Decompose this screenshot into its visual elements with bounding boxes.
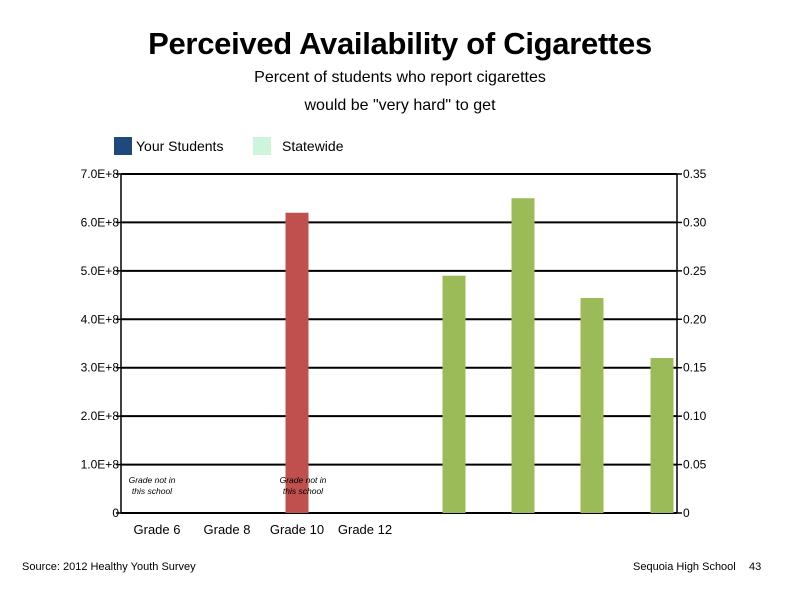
left-axis-tick-label: 4.0E+8 xyxy=(81,312,120,326)
legend-label-your-students: Your Students xyxy=(136,138,224,154)
legend-swatch-statewide xyxy=(253,137,271,155)
chart-subtitle-line-2: would be "very hard" to get xyxy=(304,97,496,114)
right-axis-tick-label: 0.25 xyxy=(683,264,707,278)
right-axis-tick-label: 0.05 xyxy=(683,458,707,472)
right-axis-tick-label: 0.10 xyxy=(683,409,707,423)
school-name: Sequoia High School xyxy=(633,561,736,573)
left-axis-tick-label: 5.0E+8 xyxy=(81,264,120,278)
legend-label-statewide: Statewide xyxy=(282,138,344,154)
x-axis-category-label: Grade 12 xyxy=(338,522,392,537)
bar-statewide xyxy=(511,198,535,513)
bar-statewide xyxy=(580,297,604,513)
grade-not-in-school-note: Grade not in xyxy=(129,475,176,485)
legend-swatch-your-students xyxy=(114,137,132,155)
left-axis-tick-label: 3.0E+8 xyxy=(81,361,120,375)
grade-not-in-school-note: this school xyxy=(132,486,173,496)
left-axis-tick-label: 1.0E+8 xyxy=(81,458,120,472)
x-axis-category-label: Grade 10 xyxy=(270,522,324,537)
bar-your-students xyxy=(285,212,309,513)
chart-subtitle-line-1: Percent of students who report cigarette… xyxy=(254,69,546,86)
right-axis-tick-label: 0.35 xyxy=(683,167,707,181)
left-axis-tick-label: 7.0E+8 xyxy=(81,167,120,181)
x-axis-category-label: Grade 6 xyxy=(134,522,181,537)
right-axis-tick-label: 0 xyxy=(683,506,690,520)
left-axis-tick-label: 6.0E+8 xyxy=(81,215,120,229)
page-number: 43 xyxy=(749,561,762,573)
grade-not-in-school-note: Grade not in xyxy=(280,475,327,485)
bar-statewide xyxy=(650,358,674,513)
right-axis-tick-label: 0.20 xyxy=(683,312,707,326)
right-axis-tick-label: 0.15 xyxy=(683,361,707,375)
bar-statewide xyxy=(442,275,466,513)
left-axis-tick-label: 0 xyxy=(112,506,119,520)
right-axis-tick-label: 0.30 xyxy=(683,215,707,229)
source-note: Source: 2012 Healthy Youth Survey xyxy=(22,561,196,573)
grade-not-in-school-note: this school xyxy=(283,486,324,496)
x-axis-category-label: Grade 8 xyxy=(204,522,251,537)
chart-title: Perceived Availability of Cigarettes xyxy=(148,26,652,61)
left-axis-tick-label: 2.0E+8 xyxy=(81,409,120,423)
